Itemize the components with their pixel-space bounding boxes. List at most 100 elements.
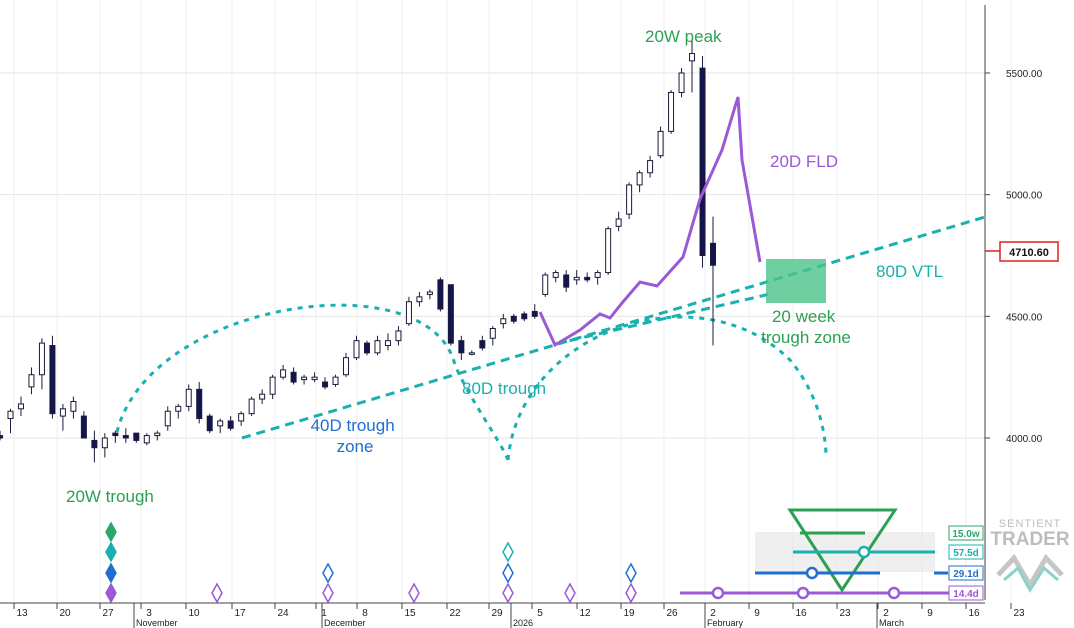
price-tick-label: 4500.00 — [1006, 312, 1043, 323]
candle-body-up — [154, 432, 161, 437]
candle-body-up — [384, 340, 391, 347]
price-tick-label: 5000.00 — [1006, 191, 1043, 202]
candle-body-up — [668, 91, 675, 132]
cycle-diamond — [105, 582, 117, 604]
cycle-diamond — [105, 521, 117, 543]
candle — [573, 270, 580, 285]
cycle-diamond — [322, 582, 334, 604]
label-20w-zone: 20 week trough zone — [761, 307, 851, 347]
candle-body-up — [311, 376, 318, 381]
candle — [0, 430, 3, 441]
candle — [206, 413, 213, 434]
candle — [542, 272, 549, 297]
candle-body-down — [0, 435, 3, 439]
candle — [699, 55, 706, 268]
cycle-diamond — [322, 562, 334, 584]
candle — [248, 396, 255, 417]
candle-body-up — [59, 408, 66, 417]
candle — [531, 304, 538, 319]
label-80d-vtl: 80D VTL — [876, 262, 943, 281]
cycle-tag-label: 14.4d — [953, 589, 979, 600]
candle-body-down — [290, 371, 297, 383]
candle — [447, 284, 454, 346]
candle-body-up — [636, 172, 643, 186]
day-tick-label: 5 — [537, 608, 543, 619]
day-tick-label: 29 — [491, 608, 503, 619]
candle — [38, 338, 45, 390]
candle-body-up — [626, 184, 633, 215]
candle-body-down — [447, 284, 454, 344]
candle-body-up — [280, 369, 287, 378]
day-tick-label: 23 — [839, 608, 851, 619]
candle — [164, 406, 171, 431]
annotations: 20W peak 20W trough 40D trough zone 80D … — [66, 27, 943, 506]
candle-body-up — [185, 388, 192, 407]
cycle-panel: 15.0w 57.5d 29.1d 14.4d — [680, 508, 984, 601]
candle — [510, 313, 517, 324]
candle — [133, 432, 140, 443]
candle — [269, 374, 276, 400]
trough-zone-box — [766, 259, 826, 303]
sentient-trader-logo: SENTIENT TRADER — [990, 518, 1070, 593]
candle — [353, 335, 360, 361]
cycle-tag-box — [948, 585, 984, 601]
candle-body-up — [38, 342, 45, 376]
candle-body-up — [615, 218, 622, 227]
candle-body-up — [28, 374, 35, 388]
candle — [290, 367, 297, 385]
candle — [238, 411, 245, 426]
cycle-tag-box — [948, 525, 984, 541]
candle-body-up — [426, 291, 433, 295]
candle-body-up — [70, 401, 77, 412]
label-peak: 20W peak — [645, 27, 722, 46]
candle-body-down — [112, 432, 119, 437]
day-tick-label: 26 — [666, 608, 678, 619]
candle — [689, 38, 696, 93]
cycle-marker-29d — [805, 566, 819, 580]
candle — [458, 335, 465, 361]
price-axis: 5500.00 5000.00 4500.00 4000.00 4710.60 — [984, 5, 1059, 600]
candle — [636, 170, 643, 193]
candle — [280, 365, 287, 380]
candle-body-up — [217, 420, 224, 427]
time-axis: 13 20 27 3 10 17 24 1 8 15 22 29 5 12 19 26 2 9 16 23 2 9 16 23… — [0, 602, 1025, 628]
cycle-diamond — [211, 582, 223, 604]
day-tick-label: 24 — [277, 608, 289, 619]
candle-body-up — [605, 228, 612, 274]
price-tick-label: 5500.00 — [1006, 69, 1043, 80]
candle-body-up — [248, 398, 255, 415]
candle — [343, 352, 350, 378]
cycle-marker-14d-b — [796, 586, 810, 600]
candle-body-down — [196, 388, 203, 420]
candle-body-up — [489, 328, 496, 339]
candle — [7, 408, 14, 434]
candle — [615, 211, 622, 232]
candle — [500, 313, 507, 329]
cycle-diamond — [502, 582, 514, 604]
candle-body-down — [91, 439, 98, 449]
candle — [101, 433, 108, 458]
svg-text:TRADER: TRADER — [990, 529, 1069, 550]
candle — [647, 155, 654, 178]
candle-body-up — [542, 274, 549, 295]
vtl-80d — [241, 215, 986, 440]
candle-body-up — [552, 272, 559, 278]
candle-body-down — [699, 67, 706, 256]
candle — [143, 433, 150, 446]
candle-body-up — [143, 435, 150, 444]
candle-body-up — [689, 53, 696, 62]
day-tick-label: 20 — [59, 608, 71, 619]
candle — [332, 374, 339, 387]
candle-body-up — [332, 376, 339, 385]
candle-body-up — [101, 437, 108, 449]
candle-body-up — [678, 72, 685, 93]
candle — [217, 418, 224, 434]
cycle-diamond — [625, 582, 637, 604]
cycle-tag-label: 15.0w — [952, 529, 979, 540]
candle — [59, 403, 66, 431]
cycle-diamond — [564, 582, 576, 604]
candle — [384, 333, 391, 351]
candle-body-up — [573, 276, 580, 281]
day-ticks: 13 20 27 3 10 17 24 1 8 15 22 29 5 12 19 26 2 9 16 23 2 9 16 23 — [13, 603, 1025, 619]
candle — [175, 403, 182, 419]
